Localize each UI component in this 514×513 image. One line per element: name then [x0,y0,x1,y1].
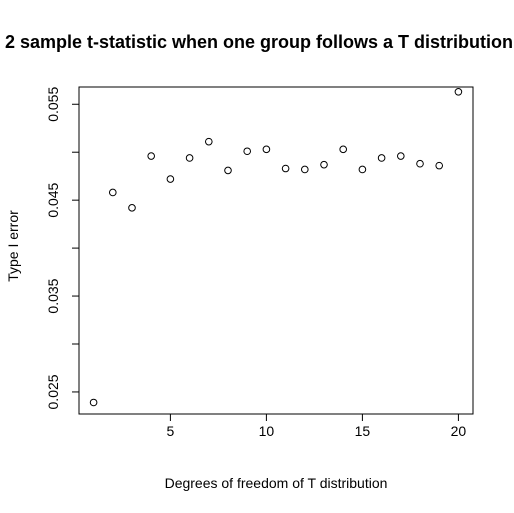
data-point [262,145,271,154]
y-axis-label: Type I error [5,210,21,282]
data-point [358,165,367,174]
plot-frame [78,86,474,415]
data-point [397,152,405,160]
y-tick-label: 0.045 [45,182,61,217]
chart-title: 2 sample t-statistic when one group foll… [5,32,513,52]
data-point [454,87,463,96]
data-point [320,160,328,169]
data-point [301,165,309,174]
data-point [281,164,290,173]
x-tick-label: 15 [355,423,371,439]
data-point [224,166,232,175]
data-point [204,137,213,146]
x-axis-label: Degrees of freedom of T distribution [165,475,388,491]
y-axis: 0.025 0.035 0.045 0.055 [45,87,79,409]
data-point [435,161,444,170]
y-tick-label: 0.035 [45,278,61,313]
y-tick-label: 0.055 [45,87,61,122]
data-point [128,204,136,212]
x-tick-label: 20 [451,423,467,439]
x-axis: 5 10 15 20 [166,414,466,439]
data-points [89,87,463,407]
data-point [147,152,155,160]
x-tick-label: 10 [259,423,275,439]
y-tick-label: 0.025 [45,374,61,409]
x-tick-label: 5 [166,423,174,439]
data-point [89,398,98,407]
data-point [243,147,251,156]
data-point [416,159,424,168]
data-point [377,154,386,162]
data-point [339,145,348,154]
data-point [166,175,175,183]
data-point [108,188,117,197]
data-point [185,154,194,162]
